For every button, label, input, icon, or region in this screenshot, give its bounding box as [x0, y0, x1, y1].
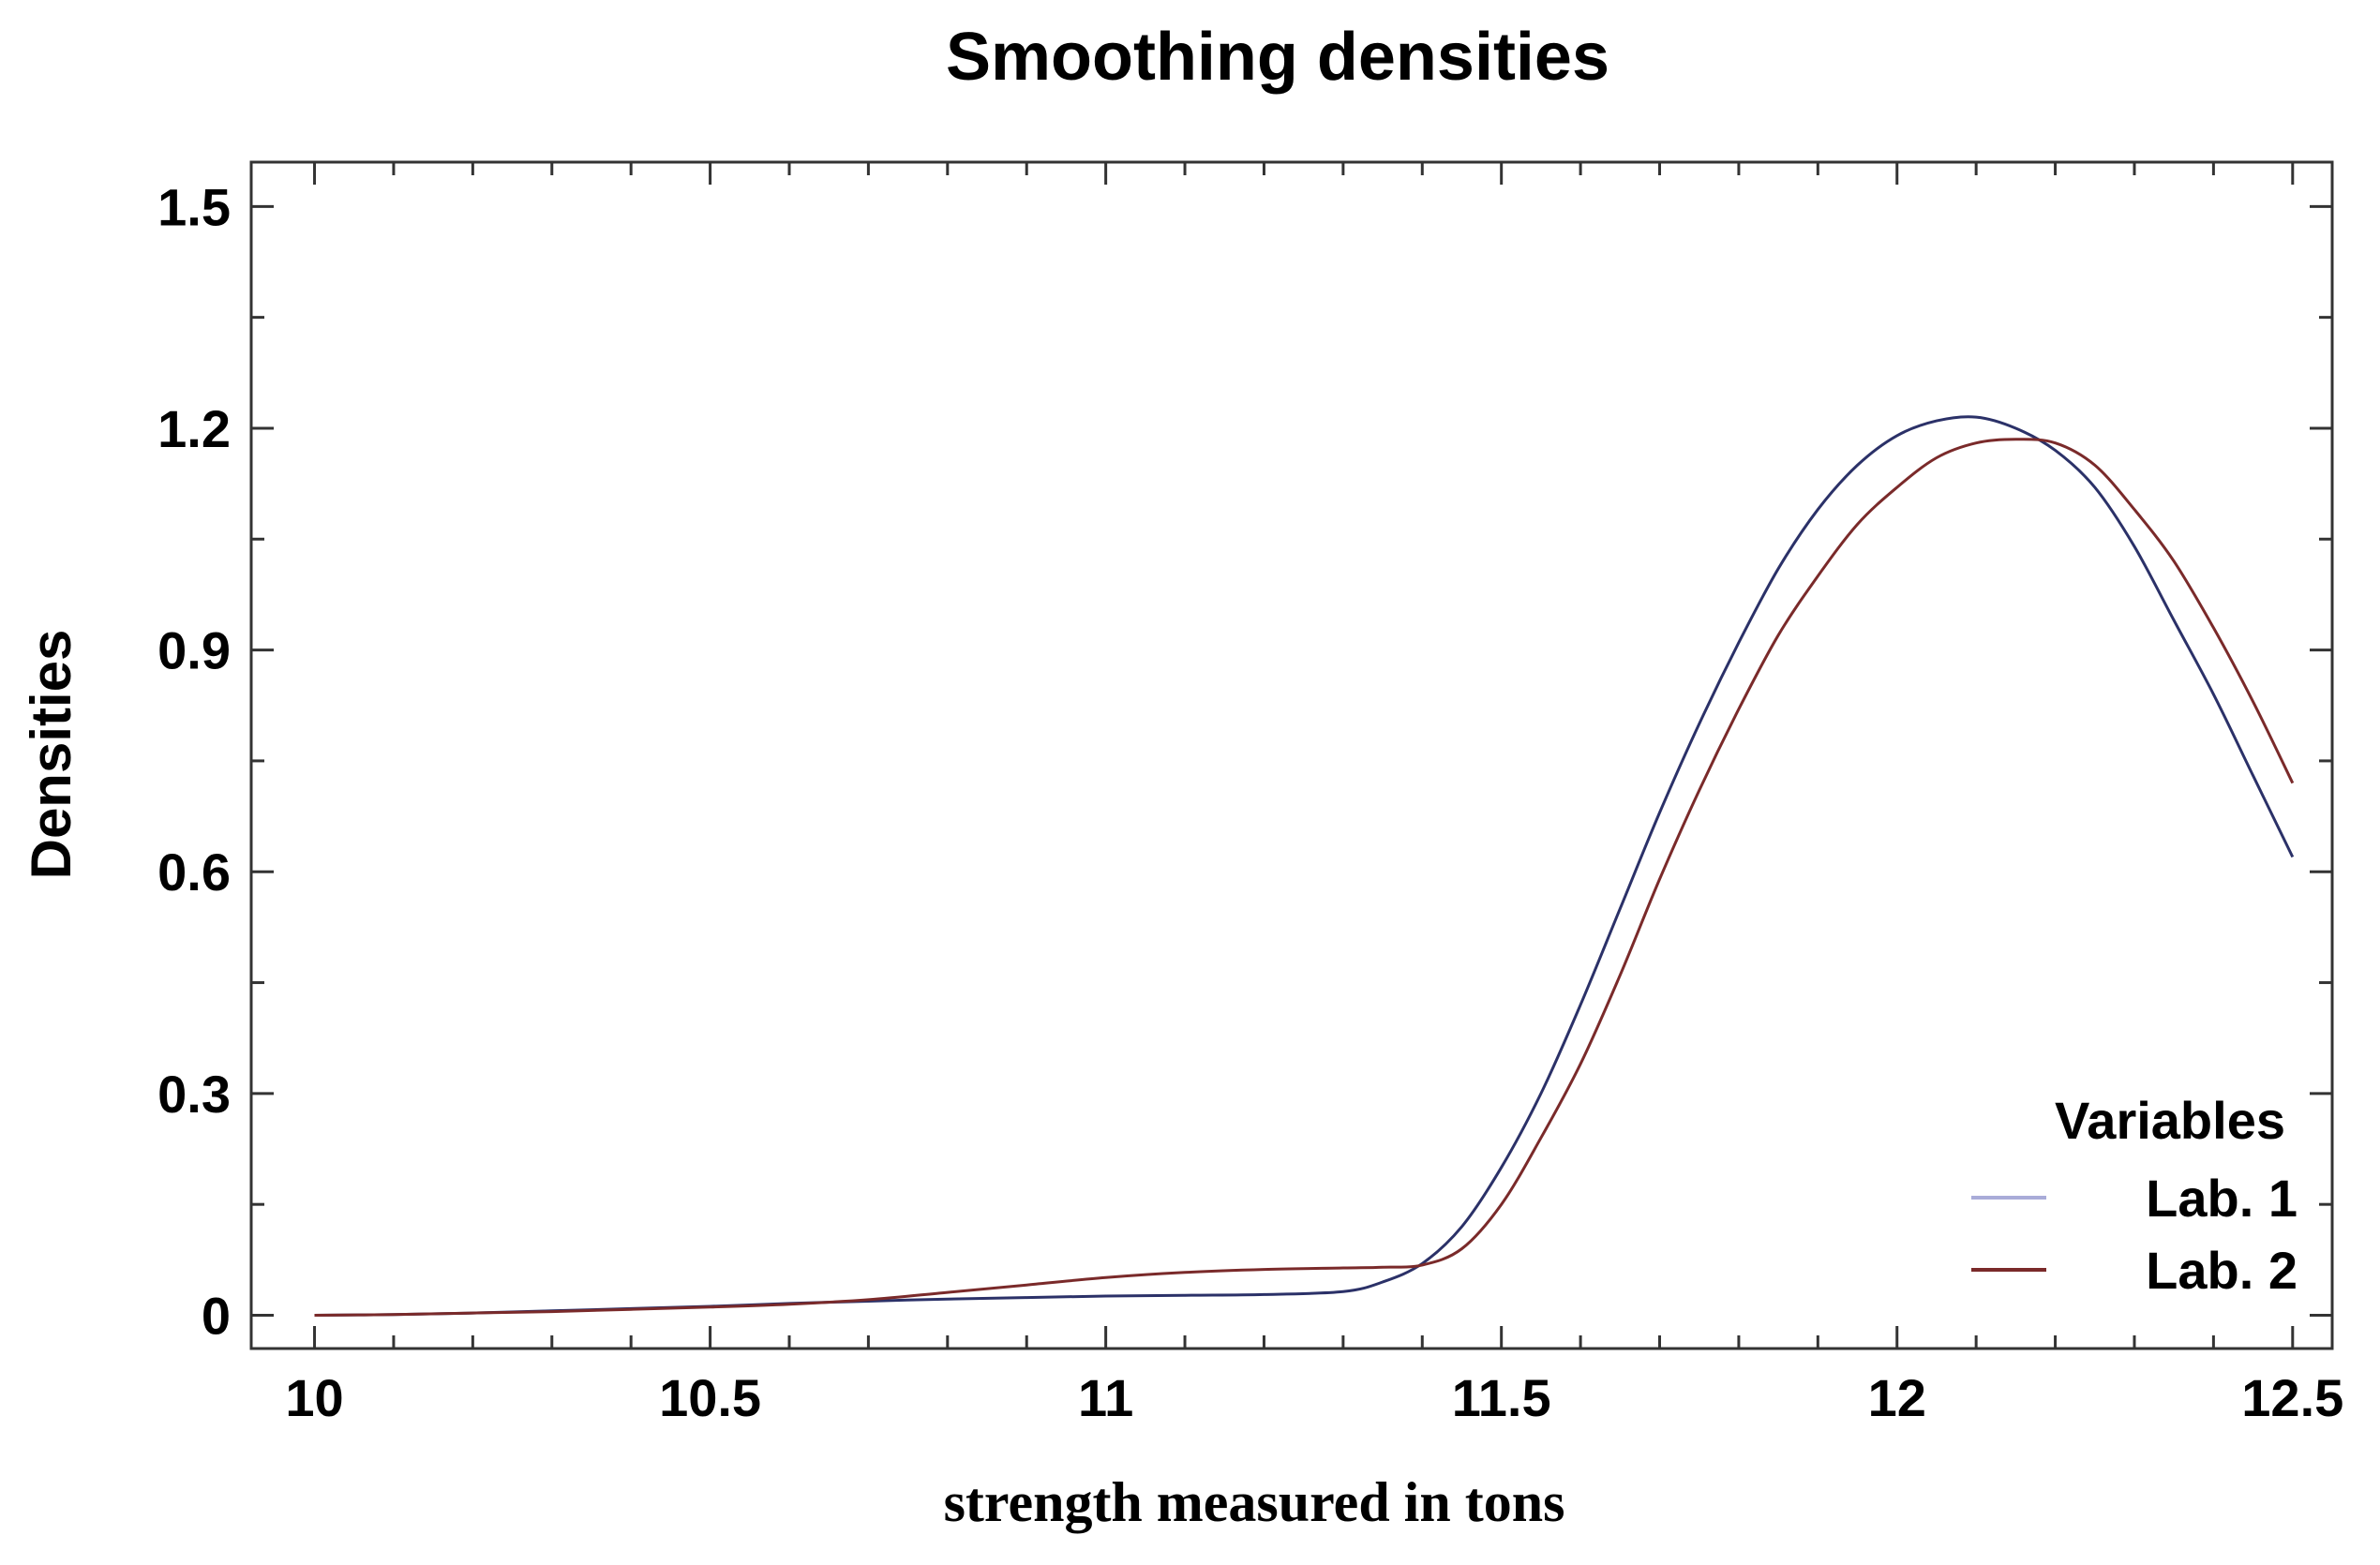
legend: Variables Lab. 1 Lab. 2 — [1971, 1091, 2298, 1300]
axis-ticks — [251, 162, 2332, 1349]
x-tick-labels: 10 10.5 11 11.5 12 12.5 — [285, 1368, 2343, 1427]
x-tick-label: 12 — [1868, 1368, 1926, 1427]
chart-title: Smoothing densities — [946, 20, 1609, 95]
y-tick-labels: 0 0.3 0.6 0.9 1.2 1.5 — [157, 177, 231, 1345]
x-tick-label: 10 — [285, 1368, 343, 1427]
plot-frame — [249, 160, 2334, 1350]
x-tick-label: 10.5 — [659, 1368, 761, 1427]
legend-title: Variables — [2055, 1091, 2285, 1150]
y-tick-label: 0.9 — [157, 621, 231, 680]
y-tick-label: 1.5 — [157, 177, 231, 236]
y-tick-label: 0.6 — [157, 842, 231, 902]
y-tick-label: 0 — [202, 1287, 231, 1346]
x-tick-label: 11.5 — [1452, 1368, 1551, 1427]
y-tick-label: 1.2 — [157, 399, 231, 458]
x-tick-label: 11 — [1078, 1368, 1133, 1427]
legend-label-lab-1: Lab. 1 — [2146, 1169, 2298, 1228]
y-axis-label: Densities — [20, 630, 82, 880]
legend-label-lab-2: Lab. 2 — [2146, 1241, 2298, 1300]
series-line-lab-2 — [314, 438, 2295, 1317]
y-tick-label: 0.3 — [157, 1065, 231, 1124]
series-lines — [314, 415, 2295, 1317]
x-tick-label: 12.5 — [2241, 1368, 2343, 1427]
x-axis-label: strength measured in tons — [944, 1471, 1565, 1533]
series-line-lab-1 — [314, 415, 2295, 1317]
